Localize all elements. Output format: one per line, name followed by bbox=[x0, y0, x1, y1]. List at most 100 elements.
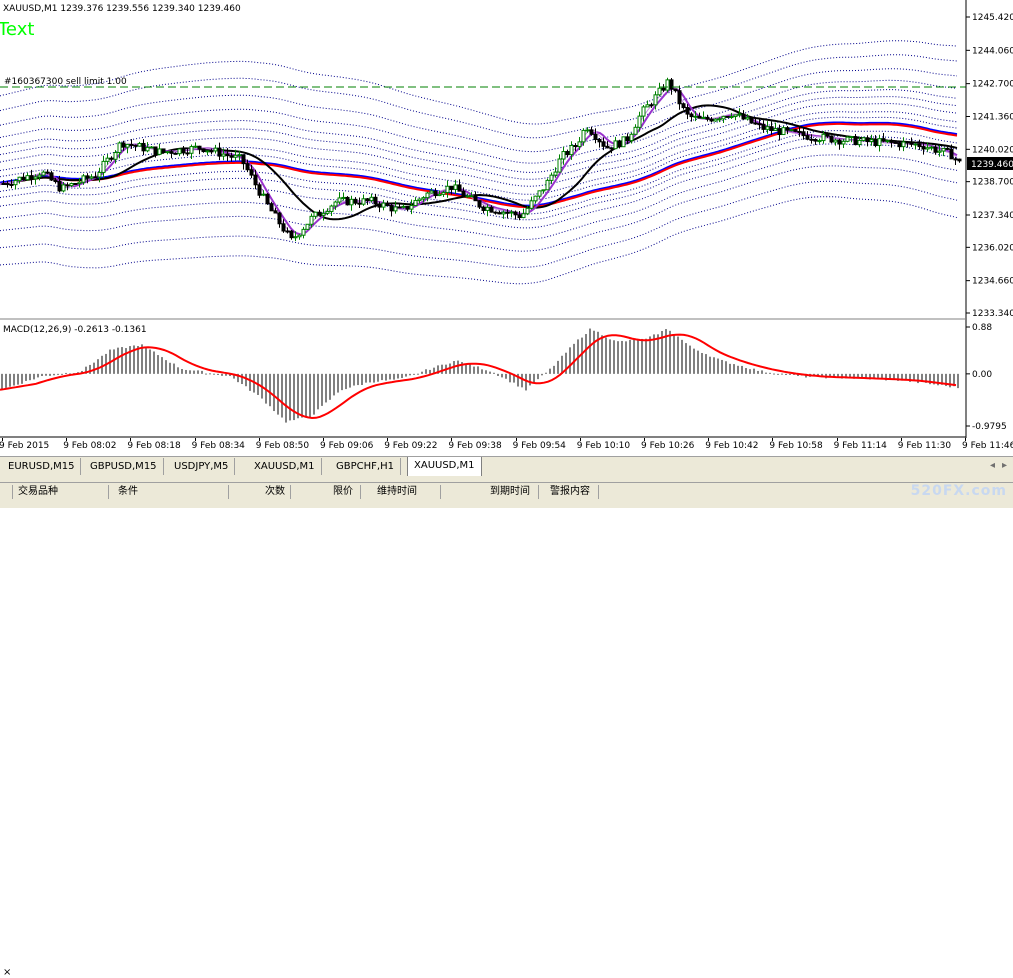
macd-bar bbox=[517, 373, 519, 387]
close-icon[interactable]: × bbox=[3, 967, 12, 978]
column-header-5[interactable]: 维持时间 bbox=[377, 486, 417, 497]
candle-body bbox=[401, 205, 406, 208]
price-tick-label: 1238.700 bbox=[972, 178, 1013, 188]
candle-body bbox=[249, 169, 254, 176]
column-separator[interactable] bbox=[598, 485, 599, 499]
candle-body bbox=[905, 141, 910, 144]
envelope-line bbox=[0, 102, 958, 187]
macd-bar bbox=[153, 351, 155, 374]
macd-bar bbox=[357, 373, 359, 386]
candle-body bbox=[877, 138, 882, 147]
macd-bar bbox=[17, 373, 19, 385]
chart-tab-5[interactable]: GBPCHF,H1 bbox=[330, 458, 401, 475]
column-separator[interactable] bbox=[290, 485, 291, 499]
column-separator[interactable] bbox=[360, 485, 361, 499]
candle-body bbox=[653, 94, 658, 106]
time-tick-label: 9 Feb 08:02 bbox=[63, 441, 117, 451]
candle-body bbox=[721, 115, 726, 120]
candle-body bbox=[257, 184, 262, 196]
candle-body bbox=[213, 147, 218, 152]
candle-body bbox=[501, 211, 506, 215]
column-header-4[interactable]: 限价 bbox=[333, 486, 353, 497]
candle-body bbox=[933, 146, 938, 153]
macd-bar bbox=[873, 373, 875, 379]
candle-body bbox=[269, 203, 274, 212]
time-tick-label: 9 Feb 10:42 bbox=[705, 441, 759, 451]
macd-bar bbox=[337, 373, 339, 393]
candle-body bbox=[281, 223, 286, 232]
column-separator[interactable] bbox=[538, 485, 539, 499]
candle-body bbox=[417, 198, 422, 201]
macd-bar bbox=[477, 366, 479, 374]
column-header-3[interactable]: 次数 bbox=[265, 486, 285, 497]
candle-body bbox=[457, 184, 462, 192]
candle-body bbox=[873, 139, 878, 147]
macd-bar bbox=[665, 329, 667, 374]
macd-indicator[interactable]: 0.88 0.00 -0.9795 MACD(12,26,9) -0.2613 -0… bbox=[0, 320, 1013, 438]
chart-tab-1[interactable]: EURUSD,M15 bbox=[2, 458, 82, 475]
macd-bar bbox=[545, 372, 547, 374]
text-object[interactable]: Text bbox=[0, 19, 34, 40]
chart-tab-6[interactable]: XAUUSD,M1 bbox=[407, 457, 482, 477]
candle-body bbox=[181, 148, 186, 154]
macd-bar bbox=[777, 373, 779, 375]
macd-bar bbox=[953, 373, 955, 387]
price-chart[interactable]: 1245.420 1244.060 1242.700 1241.360 1240.020… bbox=[0, 0, 1013, 320]
candle-body bbox=[485, 206, 490, 211]
macd-bar bbox=[197, 370, 199, 374]
macd-bar bbox=[325, 373, 327, 403]
macd-bar bbox=[829, 373, 831, 377]
candle-body bbox=[133, 144, 138, 147]
chart-tab-2[interactable]: GBPUSD,M15 bbox=[84, 458, 164, 475]
macd-bar bbox=[877, 373, 879, 379]
column-separator[interactable] bbox=[12, 485, 13, 499]
column-separator[interactable] bbox=[440, 485, 441, 499]
macd-bar bbox=[361, 373, 363, 386]
candle-body bbox=[177, 148, 182, 155]
column-header-2[interactable]: 条件 bbox=[118, 486, 138, 497]
candle-body bbox=[597, 138, 602, 143]
column-header-1[interactable]: 交易品种 bbox=[18, 486, 58, 497]
time-tick-mark bbox=[387, 438, 389, 441]
candle-body bbox=[609, 147, 614, 150]
tab-scroll-left-icon[interactable]: ◂ bbox=[990, 460, 996, 471]
price-tick-label: 1237.340 bbox=[972, 211, 1013, 221]
macd-bar bbox=[921, 373, 923, 383]
column-separator[interactable] bbox=[228, 485, 229, 499]
tab-scroll-right-icon[interactable]: ▸ bbox=[1002, 460, 1008, 471]
symbol-info: XAUUSD,M1 1239.376 1239.556 1239.340 123… bbox=[3, 4, 241, 14]
candle-body bbox=[893, 141, 898, 144]
candle-body bbox=[497, 212, 502, 215]
candle-body bbox=[753, 122, 758, 125]
macd-bar bbox=[373, 373, 375, 383]
candle-body bbox=[557, 158, 562, 173]
candle-body bbox=[809, 138, 814, 141]
macd-bar bbox=[141, 344, 143, 374]
candle-body bbox=[565, 151, 570, 156]
candle-body bbox=[885, 140, 890, 143]
macd-bar bbox=[305, 373, 307, 418]
macd-bar bbox=[205, 373, 207, 375]
column-separator[interactable] bbox=[108, 485, 109, 499]
column-header-7[interactable]: 警报内容 bbox=[550, 486, 590, 497]
candle-body bbox=[633, 126, 638, 135]
envelope-line bbox=[0, 79, 958, 164]
candle-body bbox=[789, 129, 794, 132]
macd-bar bbox=[633, 339, 635, 374]
chart-tab-3[interactable]: USDJPY,M5 bbox=[168, 458, 236, 475]
candle-body bbox=[677, 90, 682, 105]
macd-bar bbox=[233, 373, 235, 379]
candle-body bbox=[357, 202, 362, 205]
chart-tab-4[interactable]: XAUUSD,M1 bbox=[248, 458, 322, 475]
candle-body bbox=[237, 154, 242, 157]
time-tick-mark bbox=[2, 438, 3, 441]
candle-body bbox=[225, 153, 230, 157]
macd-bar bbox=[521, 373, 523, 388]
macd-bar bbox=[893, 373, 895, 380]
macd-bar bbox=[717, 358, 719, 374]
macd-bar bbox=[725, 361, 727, 374]
candle-body bbox=[705, 116, 710, 120]
candle-body bbox=[69, 183, 74, 187]
column-header-6[interactable]: 到期时间 bbox=[490, 486, 530, 497]
macd-bar bbox=[733, 364, 735, 374]
